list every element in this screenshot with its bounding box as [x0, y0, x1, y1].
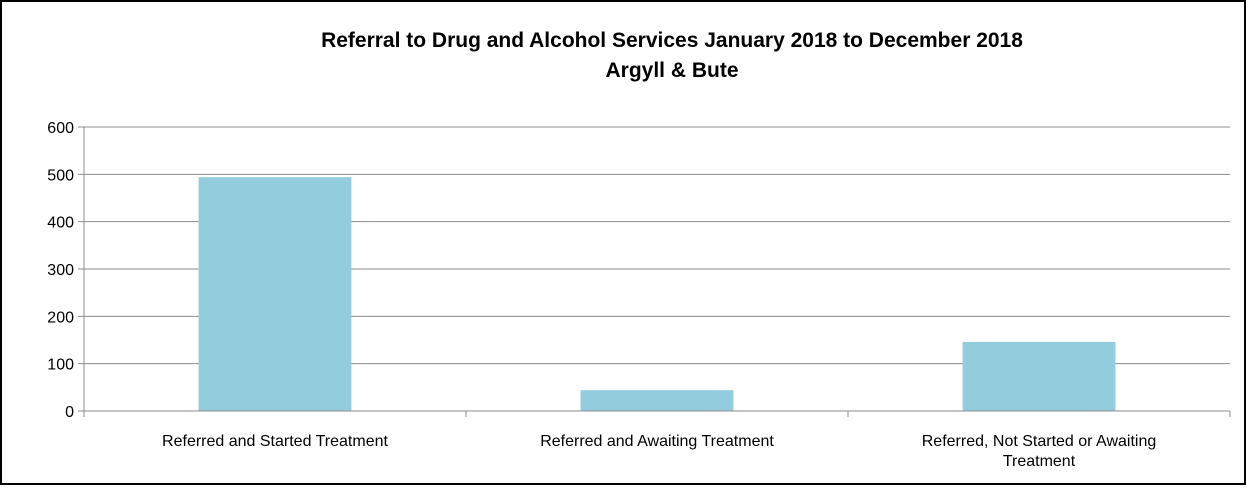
labels: 0 100 200 300 400 500 600 Referred and Started … [47, 120, 1156, 470]
x-category-label: Treatment [1003, 453, 1076, 470]
bar [198, 177, 352, 411]
chart-subtitle: Argyll & Bute [605, 59, 738, 82]
y-tick-label: 600 [47, 120, 74, 137]
bar [962, 341, 1116, 411]
y-tick-label: 500 [47, 167, 74, 184]
y-tick-label: 0 [65, 404, 74, 421]
axes [78, 126, 1231, 417]
bars [198, 177, 1116, 411]
y-tick-label: 300 [47, 262, 74, 279]
x-category-label: Referred, Not Started or Awaiting [922, 433, 1157, 450]
x-category-label: Referred and Started Treatment [162, 433, 388, 450]
x-category-label: Referred and Awaiting Treatment [540, 433, 774, 450]
chart-title: Referral to Drug and Alcohol Services Ja… [321, 29, 1023, 52]
y-tick-label: 200 [47, 309, 74, 326]
bar [580, 390, 734, 411]
y-tick-label: 400 [47, 215, 74, 232]
y-tick-label: 100 [47, 357, 74, 374]
